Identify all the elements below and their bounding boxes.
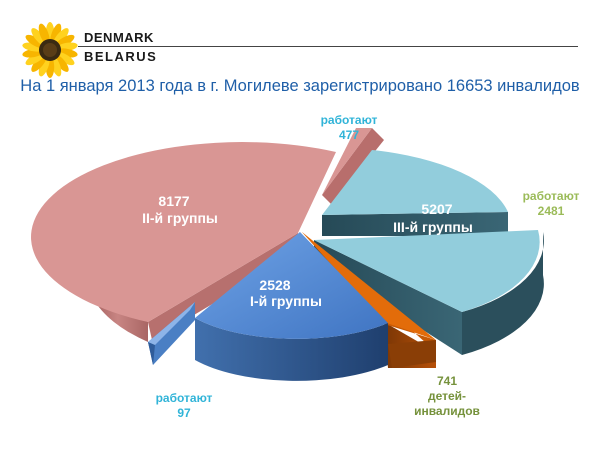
slice-group-3 [322, 150, 508, 236]
label-kids-value: 741 [437, 374, 457, 388]
label-group-3-working-value: 2481 [538, 204, 565, 218]
label-kids: 741 детей- инвалидов [414, 374, 480, 418]
chart-title: На 1 января 2013 года в г. Могилеве заре… [20, 77, 580, 95]
logo-text-belarus: BELARUS [84, 49, 158, 64]
label-group-3: 5207 III-й группы [393, 201, 473, 235]
label-group-2-value: 8177 [158, 193, 189, 209]
label-group-2: 8177 II-й группы [142, 193, 218, 226]
label-group-1-value: 2528 [259, 277, 290, 293]
label-kids-line2: детей- [428, 389, 466, 403]
header-divider [78, 46, 578, 47]
label-group-3-name: III-й группы [393, 219, 473, 235]
label-group-3-value: 5207 [421, 201, 452, 217]
slice-group-2-working [322, 128, 384, 205]
label-group-1-working: работают 97 [156, 391, 213, 420]
label-kids-line3: инвалидов [414, 404, 480, 418]
label-group-1: 2528 I-й группы [250, 277, 322, 309]
label-group-1-working-text: работают [156, 391, 213, 405]
label-group-2-name: II-й группы [142, 210, 218, 226]
label-group-1-working-value: 97 [177, 406, 191, 420]
slice-kids [302, 232, 436, 368]
label-group-2-working: работают 477 [321, 113, 378, 142]
label-group-2-working-value: 477 [339, 128, 359, 142]
label-group-2-working-text: работают [321, 113, 378, 127]
label-group-3-working-text: работают [523, 189, 580, 203]
sunflower-icon [22, 22, 78, 78]
slice-group-1-working [148, 302, 195, 365]
slice-group-1 [195, 232, 388, 381]
logo: DENMARK BELARUS [20, 20, 170, 80]
label-group-3-working: работают 2481 [523, 189, 580, 218]
label-group-1-name: I-й группы [250, 293, 322, 309]
logo-text-denmark: DENMARK [84, 30, 154, 45]
slice-group-3-working [314, 230, 544, 355]
